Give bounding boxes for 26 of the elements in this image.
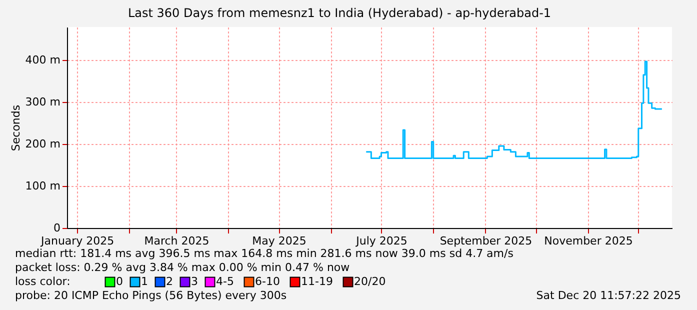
x-tick-label: September 2025 — [440, 234, 532, 248]
chart-title: Last 360 Days from memesnz1 to India (Hyderabad) - ap-hyderabad-1 — [128, 6, 552, 20]
x-tick-label: July 2025 — [355, 234, 408, 248]
text: Sat Dec 20 11:57:22 2025 — [536, 289, 681, 302]
legend-label: 4-5 — [216, 275, 234, 288]
y-tick-label: 300 m — [25, 95, 60, 108]
legend-label: 0 — [116, 275, 123, 288]
legend-label: 11-19 — [301, 275, 333, 288]
y-axis-title: Seconds — [9, 104, 22, 152]
y-tick-label: 0 — [54, 222, 60, 234]
x-tick-label: March 2025 — [144, 234, 210, 248]
legend-title: loss color: — [15, 275, 70, 288]
legend-label: 6-10 — [255, 275, 280, 288]
legend-label: 1 — [141, 275, 148, 288]
y-tick-label: 200 m — [25, 137, 60, 150]
y-tick-label: 400 m — [25, 53, 60, 66]
legend-label: 3 — [191, 275, 198, 288]
text: probe: 20 ICMP Echo Pings (56 Bytes) every 300s — [15, 289, 287, 302]
legend-label: 2 — [166, 275, 173, 288]
x-tick-label: November 2025 — [544, 234, 633, 248]
text: median rtt: 181.4 ms avg 396.5 ms max 164.8 ms min 281.6 ms now 39.0 ms sd 4.7 am/s — [15, 247, 514, 260]
x-tick-label: May 2025 — [252, 234, 306, 248]
legend-label: 20/20 — [354, 275, 386, 288]
y-tick-label: 100 m — [25, 179, 60, 192]
text: packet loss: 0.29 % avg 3.84 % max 0.00 % min 0.47 % now — [15, 261, 350, 274]
x-tick-label: January 2025 — [40, 234, 114, 248]
